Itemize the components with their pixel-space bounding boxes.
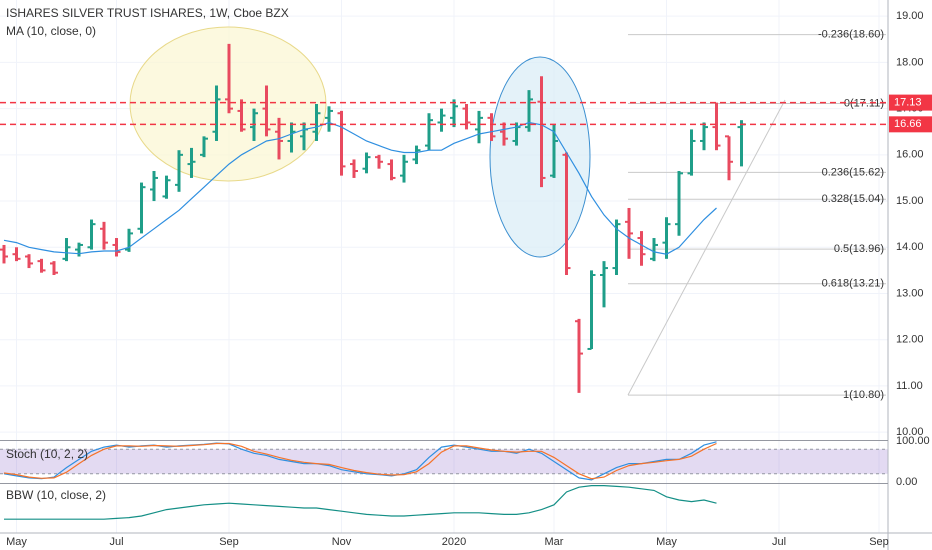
price-axis-bg bbox=[888, 0, 932, 550]
y-tick-label: 19.00 bbox=[896, 10, 924, 22]
pane-title: BBW (10, close, 2) bbox=[6, 488, 106, 502]
fib-label: 1(10.80) bbox=[843, 389, 884, 401]
y-tick-label: 11.00 bbox=[896, 380, 923, 392]
x-tick-label: Jul bbox=[772, 536, 786, 548]
fib-trend-line bbox=[627, 99, 786, 396]
x-tick-label: 2020 bbox=[442, 536, 466, 548]
time-axis-bg bbox=[0, 533, 932, 550]
x-tick-label: Jul bbox=[109, 536, 123, 548]
x-tick-label: Sep bbox=[219, 536, 239, 548]
marks-layer: -0.236(18.60) 0(17.11) 0.236(15.62) 0.328(1… bbox=[0, 29, 888, 520]
y-tick-label: 15.00 bbox=[896, 195, 924, 207]
y-tick-label: 100.00 bbox=[896, 435, 930, 447]
fib-label: 0.328(15.04) bbox=[822, 193, 884, 205]
indicator-line bbox=[4, 485, 717, 520]
grid-layer bbox=[0, 0, 888, 533]
price-label-box bbox=[889, 116, 932, 133]
fib-label: 0.618(13.21) bbox=[822, 278, 884, 290]
y-tick-label: 13.00 bbox=[896, 287, 924, 299]
x-tick-label: May bbox=[6, 536, 27, 548]
y-tick-label: 12.00 bbox=[896, 334, 924, 346]
y-tick-label: 10.00 bbox=[896, 426, 924, 438]
legend-entry: MA (10, close, 0) bbox=[6, 24, 96, 38]
fib-label: 0(17.11) bbox=[844, 97, 884, 109]
fib-label: 0.236(15.62) bbox=[822, 166, 884, 178]
pane-title: Stoch (10, 2, 2) bbox=[6, 447, 88, 461]
fib-label: -0.236(18.60) bbox=[818, 29, 884, 41]
price-label: 17.13 bbox=[894, 97, 922, 109]
fib-label: 0.5(13.96) bbox=[834, 243, 884, 255]
y-tick-label: 14.00 bbox=[896, 241, 924, 253]
price-label-box bbox=[889, 94, 932, 111]
x-tick-label: Mar bbox=[545, 536, 564, 548]
y-tick-label: 18.00 bbox=[896, 56, 924, 68]
y-tick-label: 16.00 bbox=[896, 149, 924, 161]
indicator-line bbox=[3, 442, 717, 480]
y-tick-label: 0.00 bbox=[896, 476, 917, 488]
x-tick-label: May bbox=[656, 536, 677, 548]
price-label: 16.66 bbox=[894, 118, 922, 130]
x-tick-label: Sep bbox=[869, 536, 889, 548]
x-tick-label: Nov bbox=[332, 536, 352, 548]
chart-title: ISHARES SILVER TRUST ISHARES, 1W, Cboe B… bbox=[6, 6, 289, 20]
stoch-band bbox=[0, 449, 888, 474]
ma-line bbox=[3, 121, 717, 255]
